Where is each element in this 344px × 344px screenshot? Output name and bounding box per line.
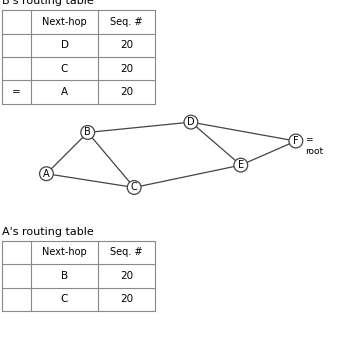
- Text: root: root: [305, 147, 324, 156]
- Text: =: =: [305, 135, 313, 144]
- Circle shape: [289, 134, 303, 148]
- Circle shape: [234, 158, 248, 172]
- Text: B: B: [61, 271, 68, 281]
- Text: Next-hop: Next-hop: [42, 247, 87, 258]
- Text: F: F: [293, 136, 299, 146]
- Circle shape: [127, 181, 141, 194]
- Text: C: C: [61, 294, 68, 304]
- Text: D: D: [61, 40, 68, 51]
- Text: =: =: [12, 87, 21, 97]
- Text: A: A: [61, 87, 68, 97]
- Text: 20: 20: [120, 271, 133, 281]
- Text: A: A: [43, 169, 50, 179]
- Circle shape: [81, 126, 95, 139]
- Circle shape: [184, 115, 198, 129]
- Text: 20: 20: [120, 40, 133, 51]
- Text: Next-hop: Next-hop: [42, 17, 87, 27]
- Text: 20: 20: [120, 64, 133, 74]
- Text: B: B: [84, 127, 91, 138]
- Circle shape: [40, 167, 53, 181]
- Text: B's routing table: B's routing table: [2, 0, 94, 6]
- Text: 20: 20: [120, 294, 133, 304]
- Text: E: E: [238, 160, 244, 170]
- Text: Seq. #: Seq. #: [110, 17, 143, 27]
- Text: A's routing table: A's routing table: [2, 227, 94, 237]
- Text: D: D: [187, 117, 195, 127]
- Text: Seq. #: Seq. #: [110, 247, 143, 258]
- Text: C: C: [61, 64, 68, 74]
- Text: C: C: [131, 182, 138, 193]
- Text: 20: 20: [120, 87, 133, 97]
